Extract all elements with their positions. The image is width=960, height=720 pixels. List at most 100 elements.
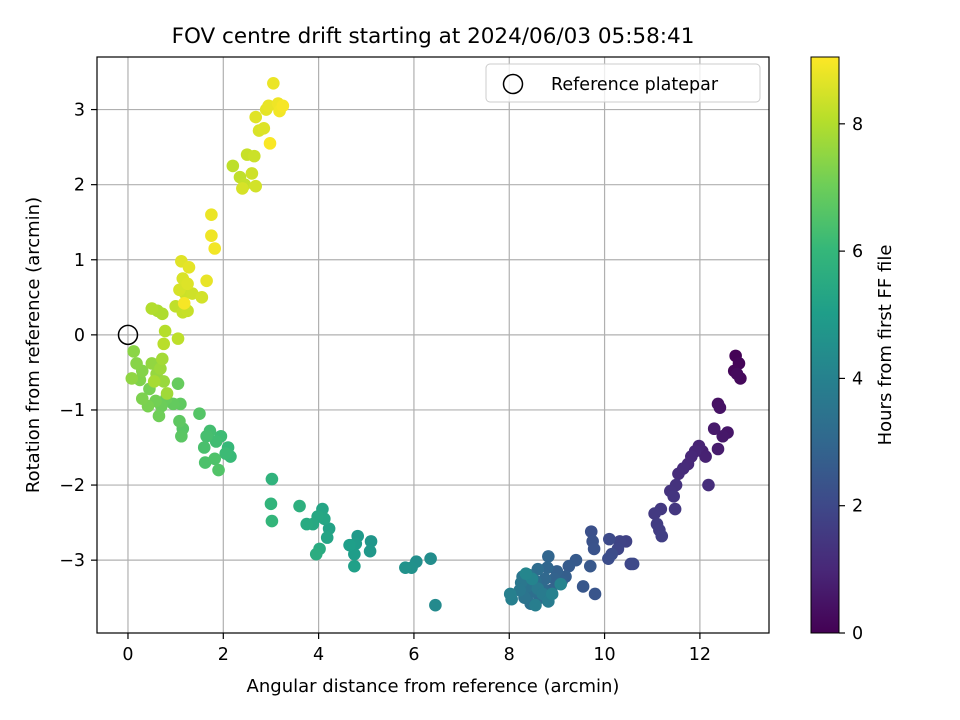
data-point <box>363 544 377 558</box>
data-point <box>212 463 225 477</box>
data-point <box>542 550 555 563</box>
legend-reference-marker <box>502 73 524 95</box>
data-point <box>730 367 744 381</box>
data-point <box>513 583 527 597</box>
chart-title: FOV centre drift starting at 2024/06/03 … <box>172 24 695 49</box>
data-point <box>249 110 263 124</box>
colorbar-tick-label: 0 <box>852 624 863 644</box>
x-axis-label: Angular distance from reference (arcmin) <box>247 676 620 697</box>
legend-box <box>485 63 761 103</box>
data-point <box>175 429 188 443</box>
data-point <box>219 447 232 460</box>
data-point <box>208 452 222 466</box>
x-tick-label: 2 <box>218 645 229 665</box>
colorbar-tick-label: 2 <box>852 497 863 517</box>
data-point <box>154 362 167 375</box>
y-tick-label: 0 <box>74 326 85 346</box>
data-point <box>429 598 442 612</box>
data-point <box>157 337 171 351</box>
colorbar-ticks: 0 2 4 6 8 <box>839 115 863 644</box>
y-tick-label: 2 <box>74 176 85 196</box>
data-point <box>186 287 199 300</box>
data-point <box>300 517 314 531</box>
data-point <box>155 307 169 321</box>
data-point <box>583 559 597 573</box>
data-point <box>713 401 727 415</box>
data-point <box>198 456 212 469</box>
data-point <box>263 137 277 150</box>
x-tick-label: 6 <box>408 645 419 665</box>
data-point <box>562 559 576 573</box>
data-point <box>182 260 196 274</box>
data-point <box>545 587 559 601</box>
data-point <box>602 552 615 565</box>
data-point <box>135 392 149 405</box>
data-point <box>245 167 259 180</box>
data-point <box>147 375 161 388</box>
data-point <box>672 467 685 481</box>
legend: Reference platepar <box>485 63 761 103</box>
data-points <box>125 76 747 612</box>
y-tick-label: −3 <box>59 551 85 571</box>
data-point <box>257 122 271 135</box>
x-tick-label: 0 <box>122 645 133 665</box>
data-point <box>699 450 712 463</box>
y-tick-label: −2 <box>59 476 85 496</box>
grid-lines <box>97 57 769 633</box>
data-point <box>648 507 661 520</box>
data-point <box>152 409 166 423</box>
colorbar-label: Hours from first FF file <box>875 245 896 446</box>
colorbar-tick-label: 6 <box>852 242 863 262</box>
data-point <box>171 377 185 390</box>
data-point <box>262 99 275 113</box>
data-point <box>160 387 174 400</box>
data-point <box>541 561 554 574</box>
data-point <box>171 332 185 345</box>
x-tick-label: 4 <box>313 645 324 665</box>
y-tick-label: 1 <box>74 251 85 271</box>
data-point <box>197 441 211 454</box>
data-point <box>265 472 279 486</box>
data-point <box>584 525 598 538</box>
reference-marker-group <box>117 324 139 346</box>
data-point <box>127 345 140 358</box>
y-axis-label: Rotation from reference (arcmin) <box>23 197 44 493</box>
data-point <box>247 149 261 163</box>
data-point <box>264 497 278 511</box>
x-tick-label: 10 <box>593 645 615 665</box>
data-point <box>707 422 721 436</box>
reference-platepar-marker <box>117 324 139 346</box>
data-point <box>424 552 437 565</box>
data-point <box>200 429 213 443</box>
data-point <box>193 407 206 421</box>
data-point <box>157 375 171 388</box>
data-point <box>538 572 552 586</box>
data-point <box>208 242 222 255</box>
colorbar <box>810 56 840 634</box>
data-point <box>655 529 669 543</box>
data-point <box>519 567 533 580</box>
plot-frame <box>96 56 770 634</box>
data-point <box>587 542 601 556</box>
legend-entry-reference-platepar: Reference platepar <box>551 75 719 95</box>
data-point <box>554 577 568 591</box>
data-point <box>348 559 361 573</box>
data-point <box>205 208 218 222</box>
data-point <box>588 587 602 601</box>
data-point <box>320 531 334 544</box>
data-point <box>125 372 139 385</box>
data-point <box>503 587 517 601</box>
data-point <box>195 291 209 304</box>
data-point <box>130 357 143 370</box>
data-point <box>399 561 412 574</box>
x-axis-ticks: 0 2 4 6 8 10 12 <box>122 633 711 665</box>
data-point <box>667 490 680 503</box>
data-point <box>343 538 356 552</box>
data-point <box>158 324 172 338</box>
y-axis-ticks: −3 −2 −1 0 1 2 3 <box>59 101 97 571</box>
data-point <box>181 277 194 291</box>
data-point <box>603 532 616 546</box>
colorbar-tick-label: 8 <box>852 115 863 135</box>
data-point <box>293 499 306 513</box>
x-tick-label: 8 <box>504 645 515 665</box>
